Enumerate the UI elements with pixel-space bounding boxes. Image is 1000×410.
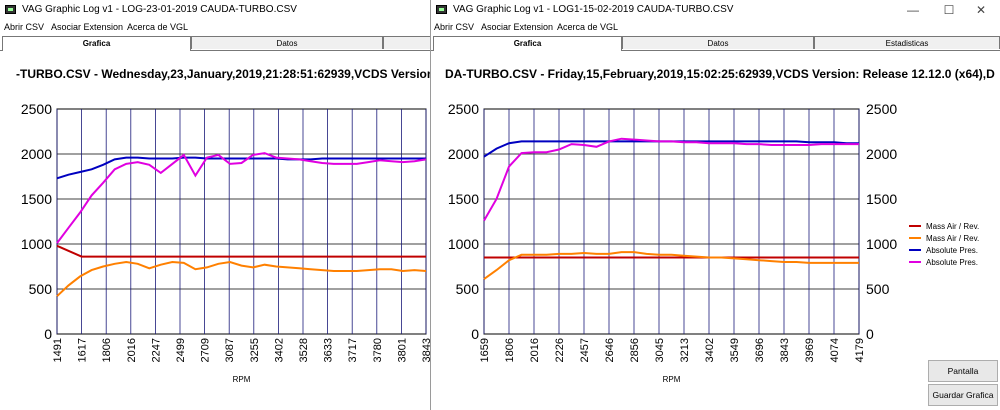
x-tick-label: 4179 bbox=[854, 338, 866, 362]
x-tick-label: 3696 bbox=[754, 338, 766, 362]
right-line-chart: 0 0 500 500 1000 1000 1500 1500 2000 2000 2500 2500… bbox=[448, 101, 979, 384]
x-tick-label: 3087 bbox=[224, 338, 236, 362]
y-tick-label: 2500 bbox=[866, 101, 897, 117]
x-tick-label: 3633 bbox=[323, 338, 335, 362]
minimize-button[interactable]: — bbox=[907, 3, 919, 17]
tab-grafica[interactable]: Grafica bbox=[2, 36, 191, 51]
plot-frame bbox=[483, 108, 860, 335]
x-tick-label: 3213 bbox=[679, 338, 691, 362]
right-window: VAG Graphic Log v1 - LOG1-15-02-2019 CAU… bbox=[430, 0, 1000, 410]
y-tick-label: 0 bbox=[471, 326, 479, 342]
x-tick-label: 2856 bbox=[629, 338, 641, 362]
x-tick-label: 3549 bbox=[729, 338, 741, 362]
x-axis-label: RPM bbox=[233, 375, 251, 384]
y-tick-label: 2000 bbox=[21, 146, 52, 162]
y-tick-label: 500 bbox=[456, 281, 480, 297]
y-tick-label: 0 bbox=[866, 326, 874, 342]
tab-estadisticas-partial[interactable] bbox=[383, 36, 430, 49]
left-window-title: VAG Graphic Log v1 - LOG-23-01-2019 CAUD… bbox=[22, 4, 297, 15]
y-tick-label: 1500 bbox=[21, 191, 52, 207]
x-tick-label: 3045 bbox=[654, 338, 666, 362]
plot-frame bbox=[56, 108, 427, 335]
x-tick-label: 3780 bbox=[372, 338, 384, 362]
right-chart-title: DA-TURBO.CSV - Friday,15,February,2019,1… bbox=[445, 67, 995, 81]
x-tick-label: 2247 bbox=[150, 338, 162, 362]
series-line bbox=[56, 156, 426, 180]
series-line bbox=[483, 137, 859, 222]
menu-acerca-de-vgl[interactable]: Acerca de VGL bbox=[557, 22, 619, 32]
left-menu-bar: Abrir CSV Asociar Extension Acerca de VG… bbox=[0, 21, 430, 35]
menu-abrir-csv[interactable]: Abrir CSV bbox=[434, 22, 475, 32]
x-tick-label: 1806 bbox=[101, 338, 113, 362]
legend-entry: Absolute Pres. bbox=[926, 258, 978, 267]
x-tick-label: 3255 bbox=[249, 338, 261, 362]
y-tick-label: 1000 bbox=[866, 236, 897, 252]
x-axis-label: RPM bbox=[663, 375, 681, 384]
legend-entry: Mass Air / Rev. bbox=[926, 222, 979, 231]
x-tick-label: 3402 bbox=[704, 338, 716, 362]
y-tick-label: 1000 bbox=[448, 236, 479, 252]
right-menu-bar: Abrir CSV Asociar Extension Acerca de VG… bbox=[431, 21, 1000, 35]
y-tick-label: 0 bbox=[44, 326, 52, 342]
x-tick-label: 3717 bbox=[347, 338, 359, 362]
series-line bbox=[483, 251, 859, 280]
x-tick-label: 1659 bbox=[479, 338, 491, 362]
maximize-button[interactable]: ☐ bbox=[943, 3, 955, 17]
left-title-bar[interactable]: VAG Graphic Log v1 - LOG-23-01-2019 CAUD… bbox=[0, 0, 430, 20]
legend-entry: Mass Air / Rev. bbox=[926, 234, 979, 243]
x-tick-label: 2646 bbox=[604, 338, 616, 362]
x-tick-label: 2457 bbox=[579, 338, 591, 362]
x-tick-label: 1617 bbox=[77, 338, 89, 362]
left-tab-bar: Grafica Datos bbox=[0, 36, 430, 51]
left-window: VAG Graphic Log v1 - LOG-23-01-2019 CAUD… bbox=[0, 0, 430, 410]
left-line-chart: 0 500 1000 1500 2000 2500 1491 1617 1806 2016 2247… bbox=[21, 101, 430, 384]
x-tick-label: 4074 bbox=[829, 338, 841, 362]
y-tick-label: 500 bbox=[29, 281, 53, 297]
x-tick-label: 3843 bbox=[421, 338, 430, 362]
save-chart-button[interactable]: Guardar Grafica bbox=[928, 384, 998, 406]
y-tick-label: 2000 bbox=[866, 146, 897, 162]
x-tick-label: 1806 bbox=[504, 338, 516, 362]
menu-acerca-de-vgl[interactable]: Acerca de VGL bbox=[127, 22, 189, 32]
x-tick-label: 3528 bbox=[298, 338, 310, 362]
app-icon bbox=[436, 5, 447, 14]
x-tick-label: 2016 bbox=[126, 338, 138, 362]
left-chart-title: -TURBO.CSV - Wednesday,23,January,2019,2… bbox=[16, 67, 430, 81]
x-tick-label: 2226 bbox=[554, 338, 566, 362]
x-tick-label: 3801 bbox=[396, 338, 408, 362]
y-tick-label: 1500 bbox=[866, 191, 897, 207]
y-tick-label: 1500 bbox=[448, 191, 479, 207]
x-tick-label: 3402 bbox=[273, 338, 285, 362]
full-screen-button[interactable]: Pantalla Completa bbox=[928, 360, 998, 396]
tab-datos[interactable]: Datos bbox=[191, 36, 383, 49]
series-line bbox=[56, 152, 427, 244]
right-title-bar[interactable]: VAG Graphic Log v1 - LOG1-15-02-2019 CAU… bbox=[431, 0, 1000, 20]
y-tick-label: 2500 bbox=[21, 101, 52, 117]
y-tick-label: 1000 bbox=[21, 236, 52, 252]
x-tick-label: 2499 bbox=[175, 338, 187, 362]
app-icon bbox=[5, 5, 16, 14]
menu-asociar-extension[interactable]: Asociar Extension bbox=[51, 22, 124, 32]
series-line bbox=[56, 260, 427, 297]
right-tab-bar: Grafica Datos Estadisticas bbox=[431, 36, 1000, 51]
x-tick-label: 2016 bbox=[529, 338, 541, 362]
tab-datos[interactable]: Datos bbox=[622, 36, 814, 49]
tab-grafica[interactable]: Grafica bbox=[433, 36, 622, 51]
menu-abrir-csv[interactable]: Abrir CSV bbox=[4, 22, 45, 32]
x-tick-label: 3969 bbox=[804, 338, 816, 362]
legend-entry: Absolute Pres. bbox=[926, 246, 978, 255]
y-tick-label: 2000 bbox=[448, 146, 479, 162]
y-tick-label: 2500 bbox=[448, 101, 479, 117]
menu-asociar-extension[interactable]: Asociar Extension bbox=[481, 22, 554, 32]
series-line bbox=[56, 244, 426, 258]
y-tick-label: 500 bbox=[866, 281, 890, 297]
x-tick-label: 3843 bbox=[779, 338, 791, 362]
close-button[interactable]: ✕ bbox=[975, 3, 987, 17]
x-tick-label: 1491 bbox=[52, 338, 64, 362]
x-tick-label: 2709 bbox=[200, 338, 212, 362]
right-window-title: VAG Graphic Log v1 - LOG1-15-02-2019 CAU… bbox=[453, 4, 734, 15]
